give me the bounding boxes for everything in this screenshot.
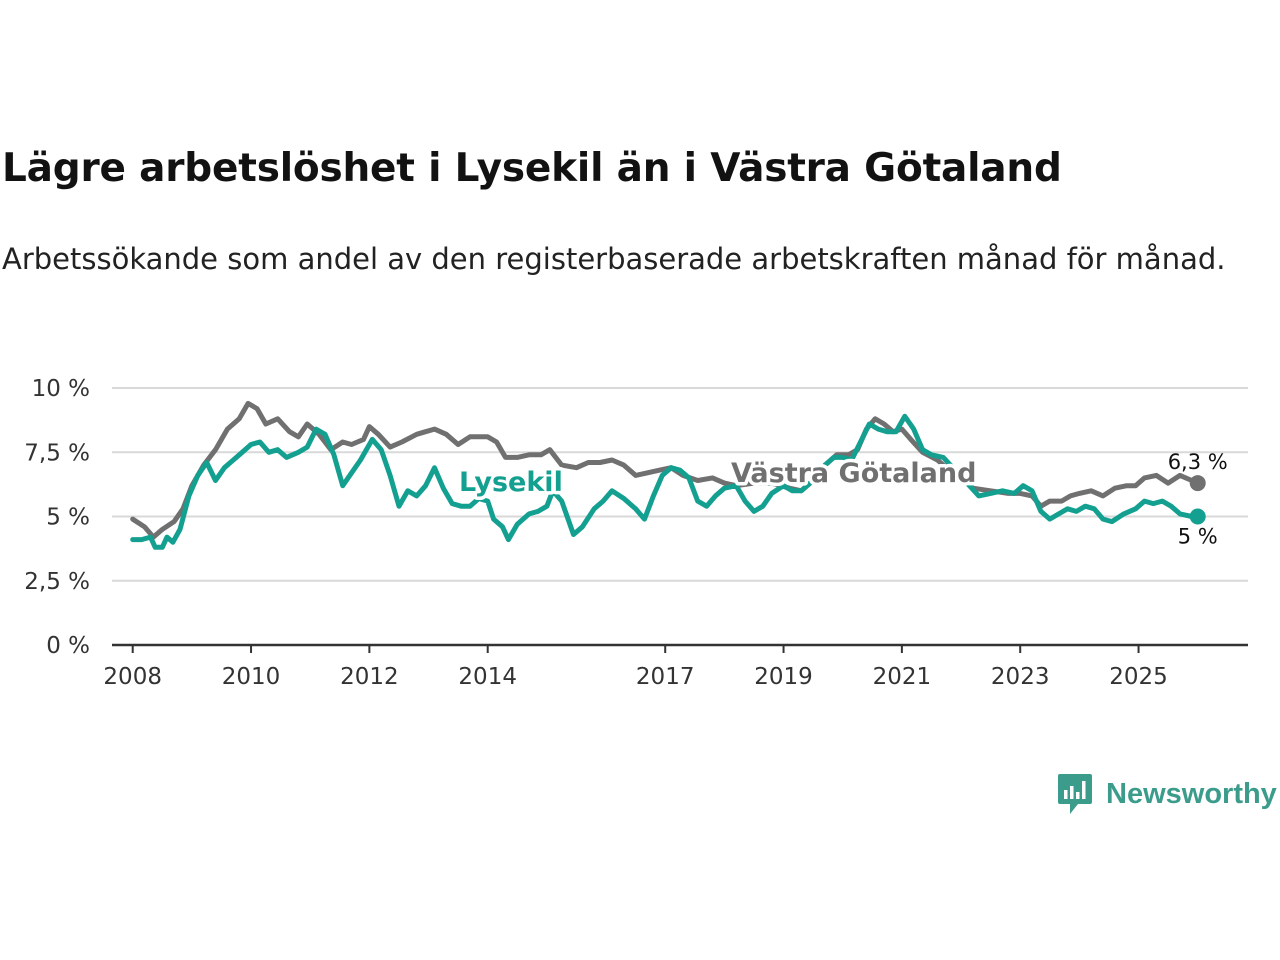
- x-tick-label: 2025: [1109, 664, 1168, 690]
- x-tick-label: 2008: [103, 664, 162, 690]
- x-tick-label: 2010: [222, 664, 281, 690]
- newsworthy-logo-icon: [1058, 774, 1092, 814]
- series-line-lysekil: [130, 413, 1201, 550]
- x-tick-label: 2014: [458, 664, 517, 690]
- y-tick-label: 10 %: [32, 376, 90, 402]
- chart-subtitle: Arbetssökande som andel av den registerb…: [2, 242, 1226, 276]
- y-tick-label: 5 %: [46, 505, 90, 531]
- x-tick-label: 2012: [340, 664, 399, 690]
- newsworthy-logo[interactable]: Newsworthy: [1058, 770, 1277, 818]
- y-tick-label: 7,5 %: [24, 440, 90, 466]
- series-endpoint-lysekil: [1189, 508, 1206, 525]
- series-layer: [130, 400, 1206, 550]
- chart-title: Lägre arbetslöshet i Lysekil än i Västra…: [2, 146, 1062, 191]
- y-tick-label: 0 %: [46, 633, 90, 659]
- axis-layer: 0 % 2,5 % 5 % 7,5 % 10 % 2008 2010 2012 2014 2017…: [24, 376, 1248, 690]
- x-tick-label: 2019: [754, 664, 813, 690]
- x-tick-label: 2021: [873, 664, 932, 690]
- end-label-vastra: 6,3 %: [1168, 450, 1228, 474]
- x-tick-label: 2023: [991, 664, 1050, 690]
- x-tick-label: 2017: [636, 664, 695, 690]
- grid-layer: [112, 387, 1248, 582]
- brand-name: Newsworthy: [1106, 777, 1277, 810]
- series-endpoint-vastra: [1189, 475, 1206, 492]
- y-tick-label: 2,5 %: [24, 569, 90, 595]
- series-label-halo: Västra Götaland: [731, 458, 976, 489]
- series-label-vastra: Västra Götaland: [731, 458, 976, 489]
- end-label-lysekil: 5 %: [1178, 525, 1218, 549]
- series-label-lysekil: Lysekil: [459, 467, 563, 498]
- series-label-halo: Lysekil: [459, 467, 563, 498]
